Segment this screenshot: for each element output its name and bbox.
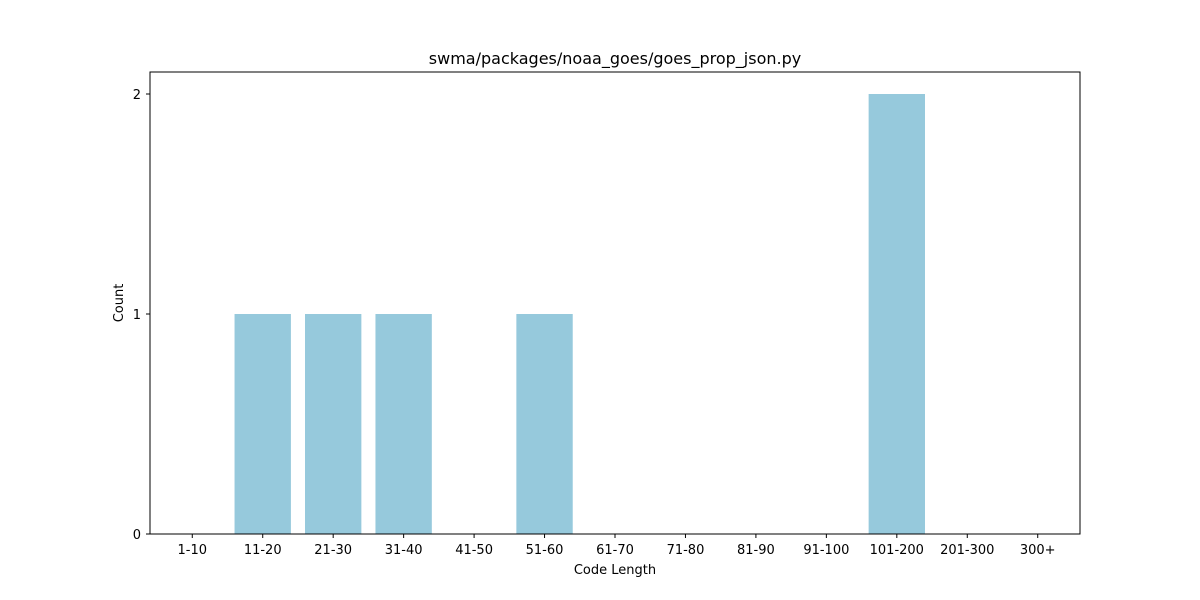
x-tick-label: 51-60 [526, 543, 564, 558]
x-tick-label: 41-50 [455, 543, 493, 558]
x-tick-label: 1-10 [178, 543, 208, 558]
x-tick-label: 21-30 [314, 543, 352, 558]
bar-21-30 [305, 314, 362, 534]
x-tick-label: 81-90 [737, 543, 775, 558]
chart-title: swma/packages/noaa_goes/goes_prop_json.p… [429, 49, 801, 69]
y-axis-label: Count [112, 284, 127, 323]
x-tick-label: 31-40 [385, 543, 423, 558]
x-tick-label: 201-300 [940, 543, 994, 558]
bar-101-200 [868, 94, 925, 534]
bars-layer [234, 94, 925, 534]
bar-11-20 [234, 314, 291, 534]
x-tick-label: 91-100 [803, 543, 849, 558]
x-tick-label: 300+ [1020, 543, 1056, 558]
bar-51-60 [516, 314, 573, 534]
x-tick-label: 101-200 [870, 543, 924, 558]
x-tick-label: 61-70 [596, 543, 634, 558]
x-ticks: 1-10 11-20 21-30 31-40 41-50 51-60 61-70 71-80 8… [178, 534, 1056, 558]
y-tick-label: 1 [133, 308, 141, 323]
y-ticks: 0 1 2 [133, 88, 150, 543]
x-tick-label: 71-80 [667, 543, 705, 558]
y-tick-label: 0 [133, 528, 141, 543]
x-tick-label: 11-20 [244, 543, 282, 558]
bar-31-40 [375, 314, 432, 534]
x-axis-label: Code Length [574, 563, 656, 578]
y-tick-label: 2 [133, 88, 141, 103]
